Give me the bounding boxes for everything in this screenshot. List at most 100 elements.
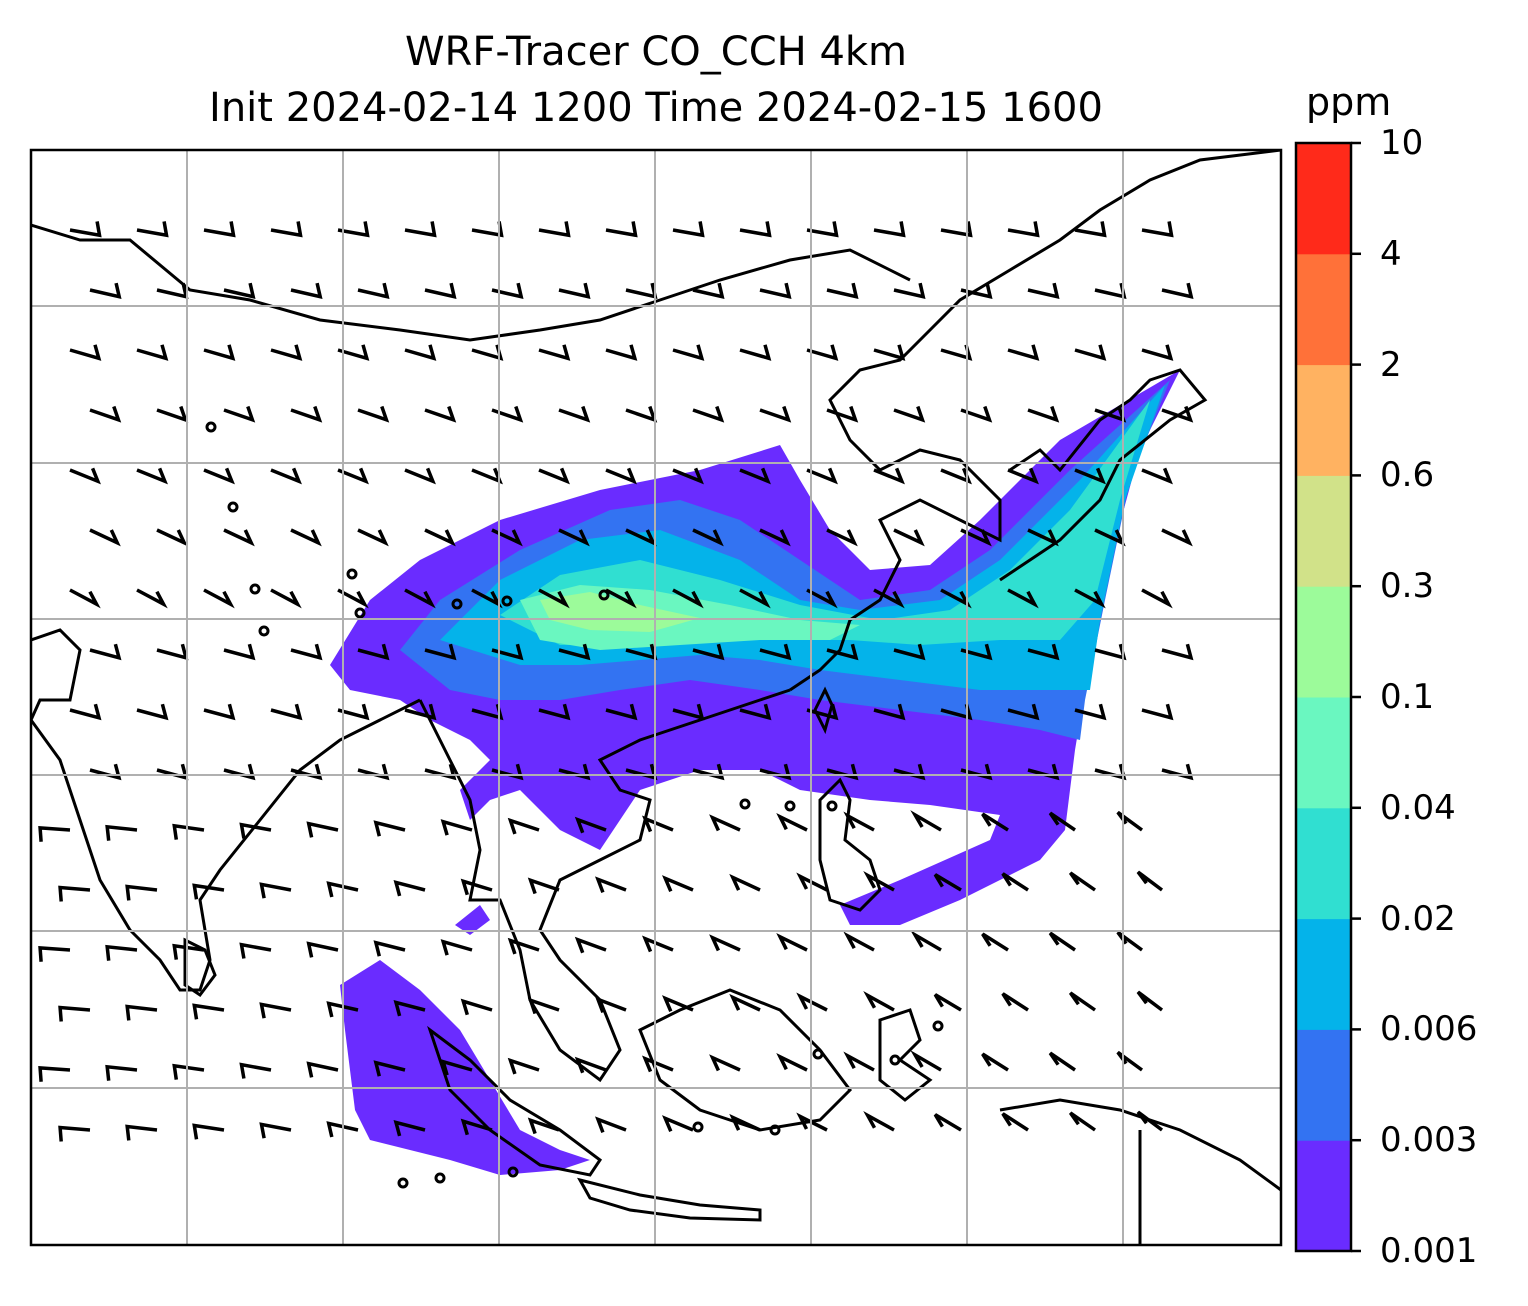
wind-barb bbox=[574, 936, 607, 954]
wind-barb bbox=[270, 221, 303, 238]
wind-barb bbox=[326, 881, 359, 898]
wind-barb bbox=[538, 588, 570, 609]
wind-barb bbox=[290, 763, 323, 781]
wind-barb bbox=[527, 877, 560, 895]
gridlines bbox=[31, 150, 1281, 1245]
colorbar-tick-label: 0.006 bbox=[1380, 1009, 1478, 1050]
colorbar-tick-label: 4 bbox=[1380, 233, 1402, 274]
wind-barb bbox=[491, 282, 524, 300]
wind-barb bbox=[1074, 221, 1107, 238]
coastline-mongolia-border bbox=[31, 223, 911, 342]
wind-barb bbox=[393, 879, 426, 897]
wind-barb bbox=[239, 822, 272, 839]
wind-barb bbox=[759, 405, 792, 423]
wind-barb bbox=[806, 221, 839, 238]
wind-barb bbox=[270, 467, 302, 485]
wind-barb bbox=[1001, 992, 1029, 1012]
wind-barb bbox=[259, 1002, 292, 1019]
wind-barb bbox=[1048, 811, 1076, 832]
wind-barb bbox=[58, 885, 91, 902]
wind-barb bbox=[605, 588, 637, 609]
wind-barb bbox=[709, 934, 741, 952]
wind-barb bbox=[172, 1063, 205, 1080]
wind-barb bbox=[893, 405, 926, 423]
wind-barb bbox=[1068, 871, 1096, 892]
wind-barb bbox=[270, 703, 303, 721]
wind-barb bbox=[641, 815, 674, 833]
wind-barb bbox=[69, 703, 102, 721]
wind-barb bbox=[940, 344, 973, 361]
wind-barb bbox=[776, 932, 808, 952]
wind-barb bbox=[1094, 282, 1127, 300]
wind-barb bbox=[239, 942, 272, 959]
wind-barb bbox=[223, 282, 256, 300]
wind-barb bbox=[672, 467, 704, 485]
wind-barb bbox=[192, 883, 225, 900]
wind-barb bbox=[776, 1052, 808, 1072]
wind-barb bbox=[424, 643, 457, 661]
wind-barb bbox=[1027, 405, 1060, 423]
coastline-sumatra bbox=[427, 1025, 603, 1177]
wind-barb bbox=[1116, 1050, 1144, 1072]
wind-barb bbox=[1007, 344, 1040, 361]
colorbar-segment bbox=[1296, 253, 1351, 366]
wind-barb bbox=[471, 344, 504, 361]
wind-barb bbox=[125, 884, 158, 901]
wind-barb bbox=[594, 996, 627, 1014]
wind-barb bbox=[357, 763, 390, 781]
wind-barb bbox=[507, 1057, 540, 1075]
wind-barb bbox=[424, 763, 457, 781]
wind-barb bbox=[393, 1119, 426, 1137]
wind-barb bbox=[981, 1052, 1009, 1072]
wind-barb bbox=[806, 467, 838, 485]
wind-barb bbox=[933, 873, 962, 892]
wind-barb bbox=[661, 1115, 694, 1132]
wind-barb bbox=[203, 703, 236, 721]
map-frame bbox=[29, 148, 1283, 1247]
wind-barb bbox=[759, 282, 792, 300]
wind-barb bbox=[125, 1124, 158, 1141]
wind-barb bbox=[863, 1111, 895, 1132]
map-plot-area[interactable] bbox=[31, 150, 1281, 1245]
wind-barb bbox=[863, 871, 895, 892]
wind-barb bbox=[1141, 703, 1174, 721]
wind-barb bbox=[826, 763, 859, 781]
colorbar-segment bbox=[1296, 475, 1351, 587]
wind-barb bbox=[873, 703, 906, 721]
wind-barb bbox=[796, 1112, 828, 1132]
wind-barb bbox=[1161, 763, 1194, 781]
wind-barb bbox=[440, 819, 473, 836]
wind-barb bbox=[1161, 643, 1194, 661]
wind-barb bbox=[960, 282, 993, 300]
wind-barb bbox=[933, 1113, 962, 1132]
colorbar-segment bbox=[1296, 1140, 1351, 1252]
wind-barb bbox=[136, 467, 168, 485]
wind-barb bbox=[203, 588, 235, 609]
wind-barb bbox=[259, 882, 292, 899]
wind-barb bbox=[1007, 703, 1040, 721]
colorbar-segment bbox=[1296, 697, 1351, 809]
wind-barb bbox=[759, 528, 791, 547]
wind-barb bbox=[373, 940, 406, 957]
wind-barb bbox=[776, 812, 808, 832]
wind-barb bbox=[58, 1125, 91, 1142]
wind-barb bbox=[873, 344, 906, 361]
wind-barb bbox=[873, 588, 905, 609]
wind-barb bbox=[692, 528, 724, 547]
wind-barb bbox=[960, 763, 993, 781]
wind-barb bbox=[105, 1064, 138, 1081]
wind-barb bbox=[491, 528, 523, 547]
coastline-borneo bbox=[638, 988, 852, 1132]
wind-barb bbox=[192, 1003, 225, 1020]
wind-barb bbox=[981, 812, 1009, 832]
wind-barb bbox=[156, 282, 189, 300]
wind-barb bbox=[471, 221, 504, 238]
colorbar-frame bbox=[1294, 141, 1353, 1253]
wind-barb bbox=[692, 282, 725, 300]
wind-barb bbox=[574, 816, 607, 834]
wind-barb bbox=[424, 405, 457, 423]
wind-barb bbox=[326, 1001, 359, 1018]
wind-barb bbox=[739, 221, 772, 238]
wind-barb bbox=[605, 703, 638, 721]
